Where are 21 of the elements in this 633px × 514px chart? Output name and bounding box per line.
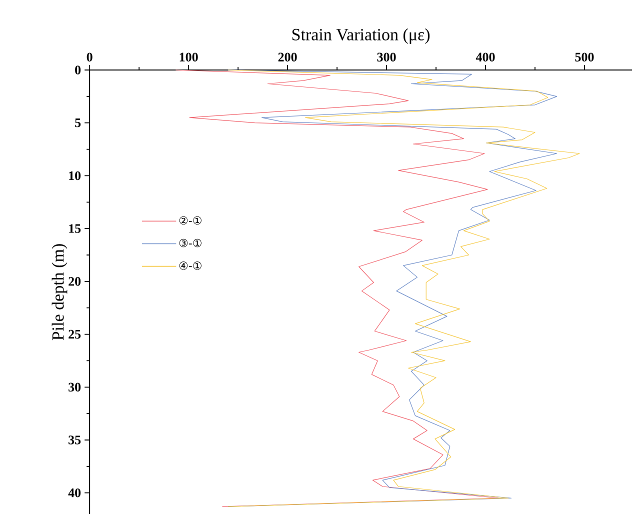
y-axis-title: Pile depth (m) xyxy=(52,244,68,340)
y-tick-label: 30 xyxy=(68,382,81,392)
y-tick-label: 0 xyxy=(75,66,81,74)
y-tick-label: 40 xyxy=(68,488,81,498)
y-tick-label: 15 xyxy=(69,224,81,233)
legend-label: ③-① xyxy=(179,238,202,248)
x-tick-label: 300 xyxy=(377,52,396,62)
x-tick-label: 100 xyxy=(180,52,198,62)
x-tick-label: 500 xyxy=(575,52,594,62)
line-series xyxy=(175,70,499,507)
legend-label: ②-① xyxy=(179,216,202,225)
y-tick-label: 35 xyxy=(68,436,81,444)
x-tick-label: 0 xyxy=(86,52,92,62)
y-tick-label: 10 xyxy=(69,171,81,180)
y-tick-label: 20 xyxy=(68,277,81,286)
y-tick-label: 25 xyxy=(68,330,81,339)
legend-label: ④-① xyxy=(179,262,202,270)
x-tick-label: 200 xyxy=(278,52,297,62)
x-tick-label: 400 xyxy=(476,52,495,62)
y-tick-label: 5 xyxy=(75,118,81,128)
x-axis-title: Strain Variation (με) xyxy=(292,28,430,44)
